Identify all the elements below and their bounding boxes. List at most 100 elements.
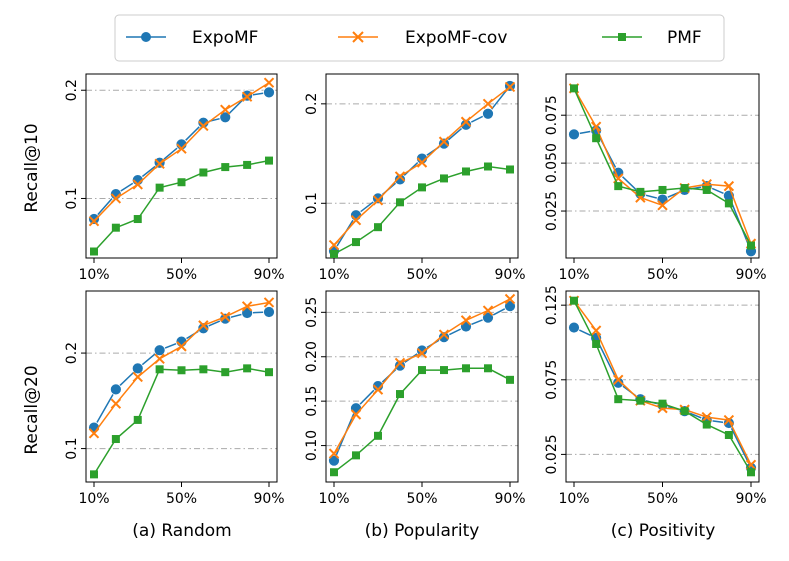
y-tick-label: 0.2: [64, 342, 80, 364]
legend-label-expomf: ExpoMF: [192, 28, 258, 48]
x-tick-label: 90%: [494, 491, 525, 507]
data-point: [506, 165, 514, 174]
data-point: [177, 178, 186, 187]
data-point: [350, 214, 362, 226]
data-point: [724, 430, 733, 439]
data-point: [438, 329, 450, 340]
y-tick-label: 0.20: [304, 341, 320, 372]
panel-r1-c1: 0.10 0.15 0.20 0.25 10% 50% 90%: [304, 290, 526, 507]
panel-r0-c0: 0.1 0.2 10% 50% 90%: [64, 73, 285, 283]
data-point: [438, 331, 450, 344]
data-point: [460, 315, 472, 326]
data-point: [702, 185, 711, 194]
data-point: [438, 137, 450, 150]
data-point: [592, 134, 601, 143]
data-point: [440, 366, 448, 375]
data-point: [568, 321, 580, 334]
legend: ExpoMF ExpoMF-cov PMF: [114, 14, 725, 62]
data-point: [88, 428, 100, 439]
data-point: [199, 365, 208, 374]
data-point: [154, 353, 165, 365]
data-point: [504, 300, 516, 313]
data-point: [241, 301, 253, 312]
data-point: [747, 241, 755, 250]
data-point: [614, 395, 623, 404]
data-point: [657, 200, 668, 211]
series-expomf-cov: [88, 77, 275, 227]
data-point: [396, 390, 404, 399]
data-point: [613, 374, 624, 385]
data-point: [155, 183, 164, 192]
data-point: [109, 383, 122, 396]
data-point: [680, 184, 689, 193]
panels: 0.1 0.2 10% 50% 90% 0.1 0.2 10% 50% 90% 0.025 0.050…: [64, 73, 767, 507]
data-point: [613, 173, 624, 184]
data-point: [438, 136, 450, 147]
data-point: [374, 223, 382, 232]
data-point: [243, 364, 252, 373]
data-point: [177, 366, 186, 375]
x-tick-label: 10%: [78, 491, 109, 507]
x-tick-label: 90%: [253, 267, 284, 283]
data-point: [352, 238, 360, 247]
data-point: [723, 180, 735, 192]
x-tick-label: 10%: [318, 267, 349, 283]
data-point: [132, 371, 143, 383]
data-point: [702, 420, 711, 429]
data-point: [350, 402, 362, 415]
data-point: [416, 344, 428, 357]
data-point: [131, 362, 144, 375]
data-point: [724, 199, 733, 208]
data-point: [220, 311, 231, 322]
panel-r0-c1: 0.1 0.2 10% 50% 90%: [304, 73, 526, 283]
data-point: [394, 171, 406, 182]
column-label-popularity: (b) Popularity: [365, 521, 480, 541]
data-point: [568, 128, 580, 141]
data-point: [504, 293, 516, 305]
legend-label-expomf-cov: ExpoMF-cov: [405, 28, 507, 48]
x-tick-label: 90%: [253, 491, 284, 507]
data-point: [328, 239, 340, 251]
data-point: [111, 223, 120, 232]
data-point: [482, 98, 494, 110]
data-point: [462, 167, 470, 176]
data-point: [462, 364, 470, 373]
x-tick-label: 50%: [166, 491, 197, 507]
data-point: [701, 411, 712, 423]
data-point: [132, 179, 143, 190]
y-tick-label: 0.2: [64, 79, 80, 101]
data-point: [350, 409, 362, 420]
data-point: [374, 431, 382, 440]
data-point: [592, 339, 601, 348]
data-point: [328, 448, 340, 459]
x-tick-label: 10%: [78, 267, 109, 283]
data-point: [570, 296, 578, 305]
data-point: [241, 91, 253, 102]
data-point: [221, 163, 230, 172]
data-point: [570, 84, 578, 93]
data-point: [197, 322, 210, 335]
x-tick-label: 50%: [647, 491, 678, 507]
y-tick-label: 0.10: [304, 430, 320, 461]
data-point: [636, 187, 645, 196]
y-tick-label: 0.1: [304, 192, 320, 214]
data-point: [723, 414, 735, 426]
x-tick-label: 90%: [494, 267, 525, 283]
data-point: [658, 399, 667, 408]
data-point: [110, 193, 122, 204]
data-point: [199, 168, 208, 177]
x-tick-label: 10%: [558, 491, 589, 507]
data-point: [263, 306, 275, 318]
column-label-positivity: (c) Positivity: [611, 521, 716, 541]
data-point: [612, 376, 625, 389]
data-point: [372, 192, 384, 205]
series-pmf: [570, 84, 755, 250]
data-point: [680, 407, 689, 416]
y-tick-label: 0.1: [64, 187, 80, 209]
data-point: [133, 415, 142, 424]
data-point: [330, 468, 338, 477]
data-point: [394, 359, 406, 372]
data-point: [265, 156, 273, 165]
data-point: [418, 366, 426, 375]
series-expomf-cov: [328, 81, 516, 251]
